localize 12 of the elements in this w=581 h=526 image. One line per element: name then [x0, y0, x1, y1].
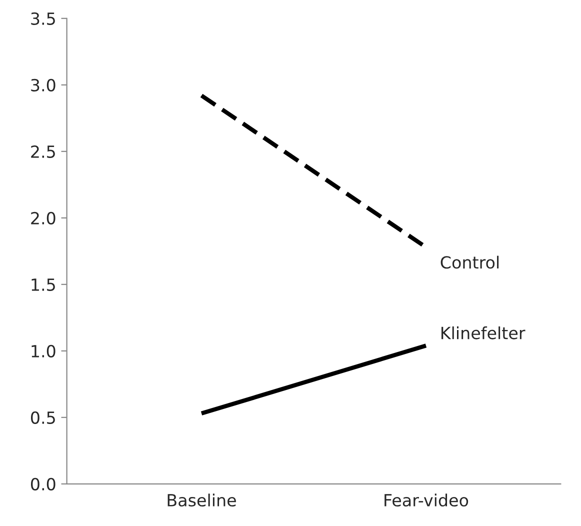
- series-label: Control: [440, 256, 499, 269]
- y-tick-label: 2.5: [31, 145, 55, 158]
- x-tick-label: Baseline: [168, 494, 236, 507]
- y-tick-label: 3.0: [31, 78, 56, 92]
- y-tick-label: 1.5: [32, 278, 55, 291]
- y-tick-label: 3.5: [31, 12, 55, 25]
- y-tick-label: 1.0: [32, 344, 56, 358]
- x-tick-label: Fear-video: [384, 494, 468, 507]
- series-label: Klinefelter: [442, 326, 526, 340]
- y-tick-label: 0.5: [30, 411, 55, 424]
- y-tick-label: 2.0: [31, 212, 56, 224]
- y-tick-label: 0.0: [30, 478, 56, 490]
